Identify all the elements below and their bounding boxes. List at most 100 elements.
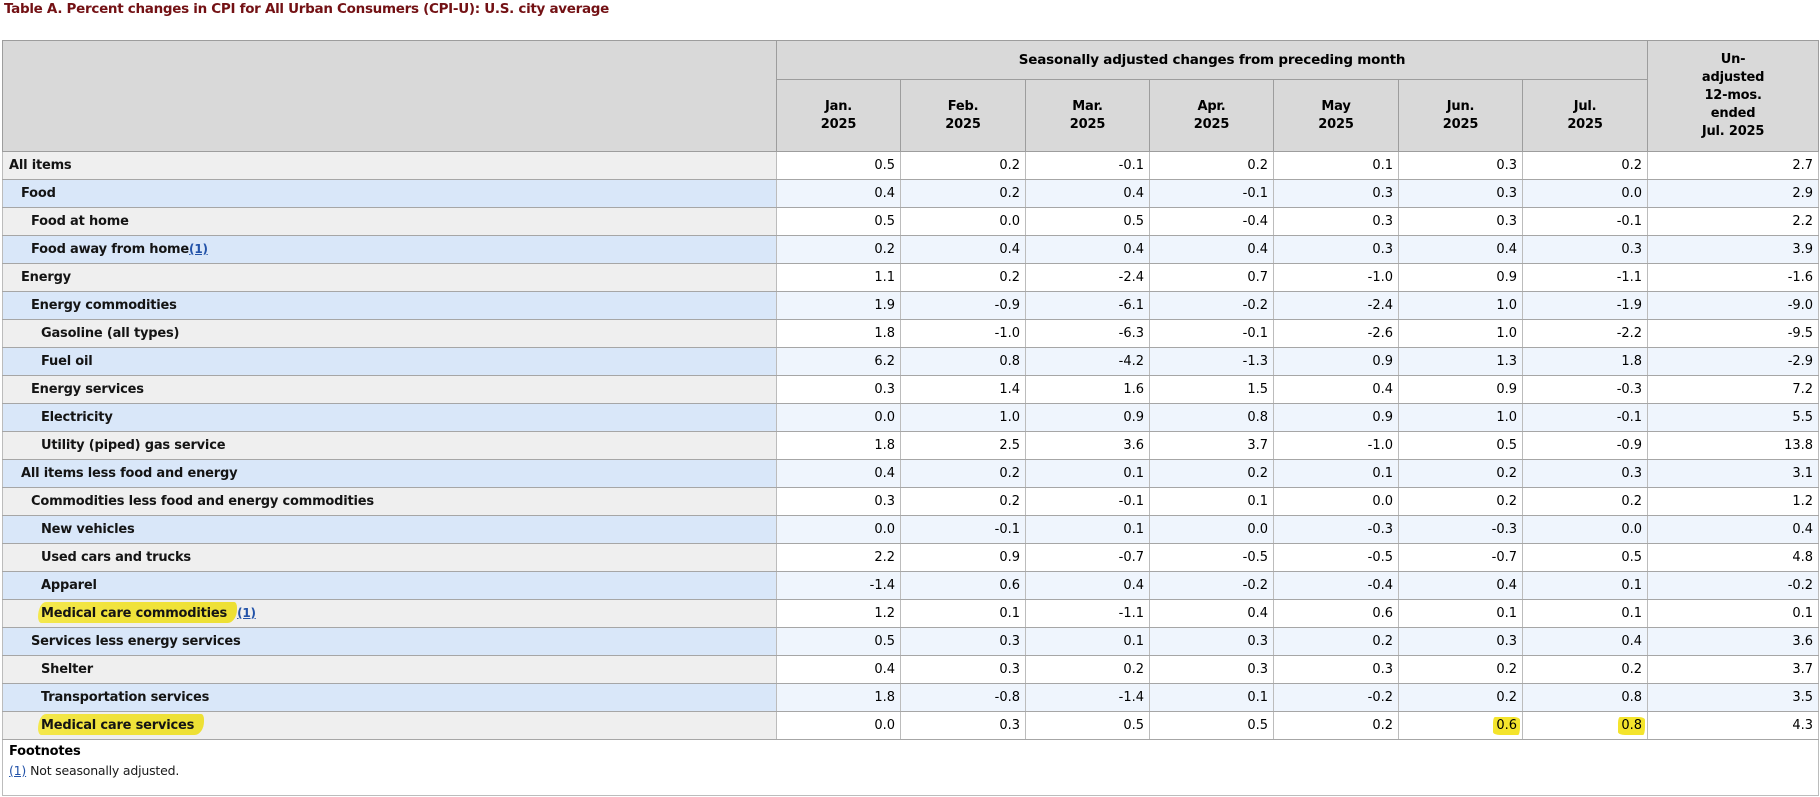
value-cell: 0.3 bbox=[1398, 627, 1523, 656]
column-header-month-3: Mar. 2025 bbox=[1025, 79, 1150, 152]
value-cell: -1.6 bbox=[1647, 263, 1820, 292]
row-label-cell: Electricity bbox=[2, 403, 777, 432]
value-cell: -1.1 bbox=[1521, 263, 1649, 292]
value-cell: 0.3 bbox=[1398, 151, 1523, 180]
row-label-cell: Food at home bbox=[2, 207, 777, 236]
value-cell: 0.4 bbox=[1025, 179, 1150, 208]
row-label-cell: Food bbox=[2, 179, 777, 208]
value-cell: 0.3 bbox=[1273, 207, 1399, 236]
value-cell: 0.6 bbox=[1273, 599, 1399, 628]
footnote-link[interactable]: (1) bbox=[237, 606, 256, 620]
value-cell: 0.2 bbox=[900, 459, 1026, 488]
value-cell: -2.4 bbox=[1025, 263, 1150, 292]
value-cell: -0.5 bbox=[1149, 543, 1274, 572]
table-row: Fuel oil 6.2 0.8 -4.2 -1.3 0.9 1.3 1.8 -2.9 bbox=[2, 347, 1820, 376]
value-cell: 0.3 bbox=[1521, 459, 1649, 488]
value-cell: -1.0 bbox=[1273, 431, 1399, 460]
table-row: All items less food and energy 0.4 0.2 0.1… bbox=[2, 459, 1820, 488]
row-label: Energy services bbox=[31, 382, 144, 397]
value-cell: 0.2 bbox=[1398, 459, 1523, 488]
value-cell: 0.4 bbox=[1149, 235, 1274, 264]
value-cell: 0.1 bbox=[1273, 459, 1399, 488]
cpi-data-table: Seasonally adjusted changes from precedi… bbox=[1, 39, 1820, 796]
value-cell: 1.5 bbox=[1149, 375, 1274, 404]
row-label: Apparel bbox=[41, 578, 97, 593]
table-body: All items 0.5 0.2 -0.1 0.2 0.1 0.3 0.2 2.7 Food… bbox=[2, 151, 1820, 740]
value-cell: -0.8 bbox=[900, 683, 1026, 712]
value-cell: 0.7 bbox=[1149, 263, 1274, 292]
page-title: Table A. Percent changes in CPI for All … bbox=[4, 1, 610, 17]
value-cell: 1.0 bbox=[900, 403, 1026, 432]
row-label-cell: Shelter bbox=[2, 655, 777, 684]
row-label: Utility (piped) gas service bbox=[41, 438, 226, 453]
table-row: All items 0.5 0.2 -0.1 0.2 0.1 0.3 0.2 2.7 bbox=[2, 151, 1820, 180]
row-label: Gasoline (all types) bbox=[41, 326, 180, 341]
value-cell: -4.2 bbox=[1025, 347, 1150, 376]
value-cell: 1.0 bbox=[1398, 291, 1523, 320]
value-cell: 0.3 bbox=[900, 711, 1026, 740]
value-cell: 1.0 bbox=[1398, 403, 1523, 432]
value-cell: -0.9 bbox=[1521, 431, 1649, 460]
value-cell: 0.8 bbox=[1521, 711, 1649, 740]
row-label-cell: Energy services bbox=[2, 375, 777, 404]
value-cell: 3.7 bbox=[1647, 655, 1820, 684]
value-cell: -0.9 bbox=[900, 291, 1026, 320]
value-cell: -0.4 bbox=[1149, 207, 1274, 236]
value-cell: 0.1 bbox=[1398, 599, 1523, 628]
value-cell: -0.3 bbox=[1521, 375, 1649, 404]
value-cell: -1.1 bbox=[1025, 599, 1150, 628]
value-cell: 1.3 bbox=[1398, 347, 1523, 376]
value-cell: -0.2 bbox=[1647, 571, 1820, 600]
value-cell: 1.8 bbox=[776, 431, 901, 460]
table-row: Apparel -1.4 0.6 0.4 -0.2 -0.4 0.4 0.1 -0.2 bbox=[2, 571, 1820, 600]
row-label: All items bbox=[9, 158, 72, 173]
value-cell: -0.1 bbox=[1521, 403, 1649, 432]
footnote-link[interactable]: (1) bbox=[189, 242, 208, 256]
value-cell: 1.8 bbox=[776, 319, 901, 348]
value-cell: 0.4 bbox=[1149, 599, 1274, 628]
table-row: Energy services 0.3 1.4 1.6 1.5 0.4 0.9 -0.3 7.… bbox=[2, 375, 1820, 404]
value-cell: 0.4 bbox=[1647, 515, 1820, 544]
value-cell: 0.4 bbox=[900, 235, 1026, 264]
value-cell: 0.1 bbox=[1025, 515, 1150, 544]
row-label: New vehicles bbox=[41, 522, 135, 537]
value-cell: 1.9 bbox=[776, 291, 901, 320]
value-cell: -9.0 bbox=[1647, 291, 1820, 320]
value-cell: 4.3 bbox=[1647, 711, 1820, 740]
month-header-row: Jan. 2025 Feb. 2025 Mar. 2025 Apr. 2025 May … bbox=[3, 79, 1819, 152]
value-cell: 0.8 bbox=[900, 347, 1026, 376]
value-cell: 1.1 bbox=[776, 263, 901, 292]
value-cell: 1.2 bbox=[776, 599, 901, 628]
row-label: Transportation services bbox=[41, 690, 210, 705]
row-label: Medical care commodities bbox=[38, 602, 238, 623]
table-row: New vehicles 0.0 -0.1 0.1 0.0 -0.3 -0.3 0.0 0.4 bbox=[2, 515, 1820, 544]
group-header: Seasonally adjusted changes from precedi… bbox=[775, 39, 1649, 81]
value-cell: 2.2 bbox=[776, 543, 901, 572]
value-cell: 0.2 bbox=[1025, 655, 1150, 684]
row-label-cell: All items bbox=[2, 151, 777, 180]
row-label: Energy bbox=[21, 270, 71, 285]
row-label-cell: Apparel bbox=[2, 571, 777, 600]
table-row: Transportation services 1.8 -0.8 -1.4 0.1 -0… bbox=[2, 683, 1820, 712]
value-cell: 0.8 bbox=[1149, 403, 1274, 432]
row-label-cell: Energy bbox=[2, 263, 777, 292]
value-cell: -0.7 bbox=[1398, 543, 1523, 572]
value-cell: 0.2 bbox=[1398, 683, 1523, 712]
table-row: Food away from home(1) 0.2 0.4 0.4 0.4 0.3 0.… bbox=[2, 235, 1820, 264]
value-cell: 0.2 bbox=[776, 235, 901, 264]
row-label-cell: New vehicles bbox=[2, 515, 777, 544]
value-cell: 0.9 bbox=[900, 543, 1026, 572]
value-cell: 0.0 bbox=[900, 207, 1026, 236]
footnote-link[interactable]: (1) bbox=[9, 763, 27, 778]
value-cell: 3.6 bbox=[1647, 627, 1820, 656]
column-header-month-7: Jul. 2025 bbox=[1521, 79, 1649, 152]
row-label: Energy commodities bbox=[31, 298, 177, 313]
value-cell: 0.1 bbox=[1149, 683, 1274, 712]
value-cell: 0.5 bbox=[1521, 543, 1649, 572]
row-label-cell: Utility (piped) gas service bbox=[2, 431, 777, 460]
value-cell: 0.0 bbox=[776, 515, 901, 544]
value-cell: 13.8 bbox=[1647, 431, 1820, 460]
value-cell: -1.0 bbox=[900, 319, 1026, 348]
footnote-item: (1) Not seasonally adjusted. bbox=[9, 763, 1812, 778]
value-cell: 0.3 bbox=[1273, 235, 1399, 264]
